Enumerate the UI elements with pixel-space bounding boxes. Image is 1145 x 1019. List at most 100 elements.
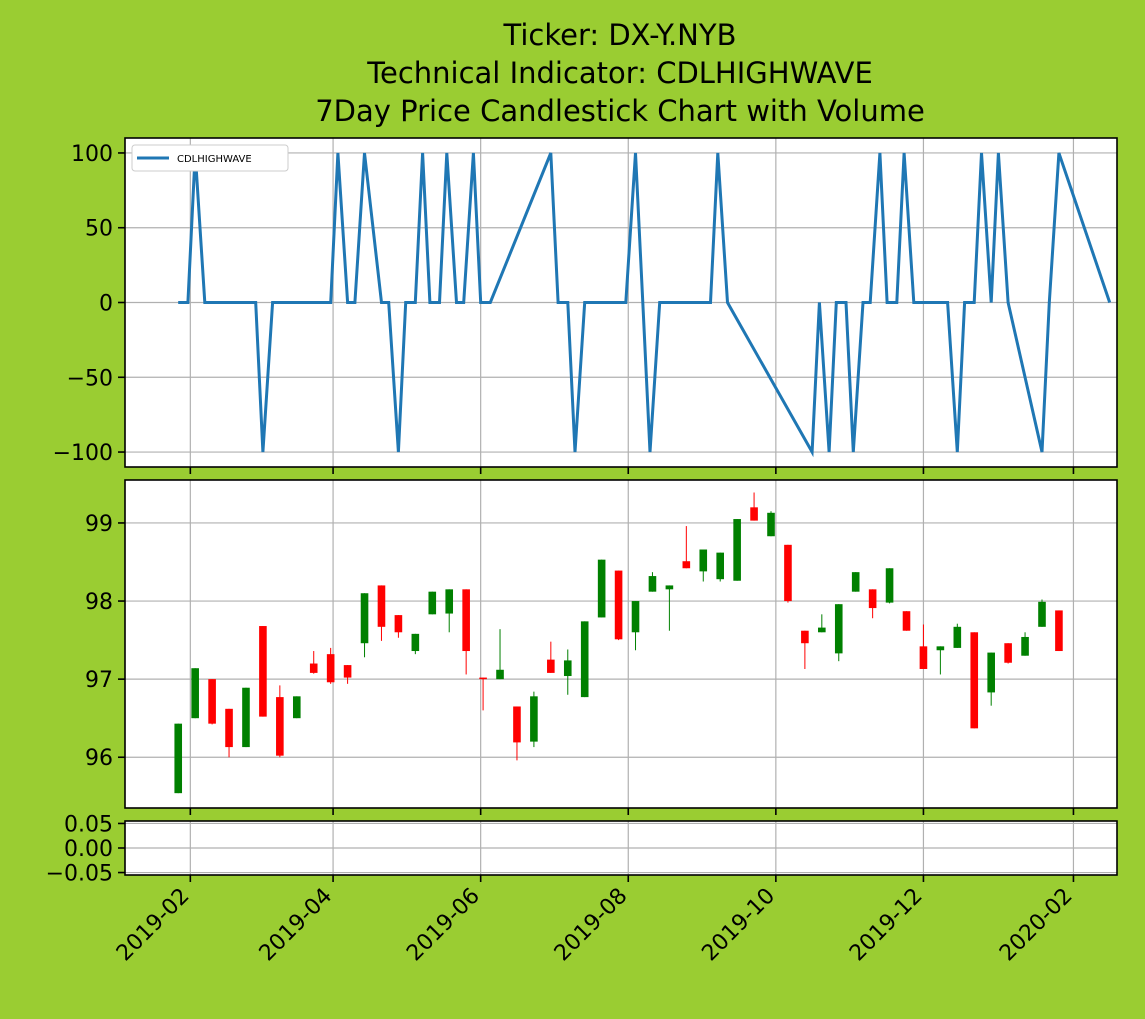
candle-body <box>614 570 623 640</box>
price-candles <box>174 492 1063 794</box>
candle-body <box>343 665 352 678</box>
candle-body <box>784 544 792 602</box>
volume-y-tick-label: 0.05 <box>64 812 113 837</box>
title-line-2: Technical Indicator: CDLHIGHWAVE <box>366 56 873 90</box>
title-line-3: 7Day Price Candlestick Chart with Volume <box>315 94 925 128</box>
candle-2019-07-28 <box>614 570 623 641</box>
candle-body <box>530 696 538 742</box>
price-gridlines <box>125 480 1117 808</box>
candle-2019-05-26 <box>462 589 470 675</box>
price-plot-area <box>125 480 1117 808</box>
candle-2020-01-05 <box>1004 643 1012 664</box>
candle-2019-05-19 <box>445 589 454 633</box>
candle-2019-10-06 <box>784 544 792 603</box>
candle-2019-04-28 <box>394 615 403 638</box>
indicator-legend: CDLHIGHWAVE <box>131 144 289 172</box>
candle-2019-08-04 <box>631 601 640 651</box>
candle-body <box>1038 601 1046 627</box>
candle-2019-05-12 <box>428 591 437 615</box>
indicator-y-axis: 100 50 0 −50 −100 <box>53 142 125 466</box>
candle-body <box>987 652 995 693</box>
candle-body <box>665 585 674 590</box>
candle-body <box>462 589 470 652</box>
candle-2019-07-07 <box>563 649 572 695</box>
candle-body <box>242 687 250 748</box>
candle-2019-09-08 <box>716 552 724 582</box>
candle-body <box>445 589 454 614</box>
candle-body <box>834 604 843 654</box>
candle-2019-12-15 <box>953 623 962 648</box>
candle-2019-12-08 <box>936 646 945 675</box>
cdlhighwave-line <box>178 152 1112 458</box>
indicator-panel: 100 50 0 −50 −100 CDLHIGHWAVE <box>53 137 1118 474</box>
candle-body <box>733 519 741 581</box>
candle-2019-02-24 <box>242 687 250 748</box>
volume-gridlines <box>125 821 1117 875</box>
candle-2019-11-10 <box>868 589 877 619</box>
price-panel: 96 97 98 99 <box>85 479 1118 815</box>
candle-2019-01-27 <box>174 723 183 794</box>
price-y-tick-label: 99 <box>85 512 113 537</box>
candle-2019-06-09 <box>496 629 504 680</box>
title-line-1: Ticker: DX-Y.NYB <box>503 18 737 52</box>
candle-body <box>225 708 233 748</box>
candle-2019-06-02 <box>479 677 487 711</box>
volume-y-tick-label: −0.05 <box>46 862 113 887</box>
candle-body <box>885 568 894 603</box>
candle-body <box>1021 636 1029 656</box>
candle-2019-12-01 <box>919 624 928 669</box>
candle-body <box>326 654 335 683</box>
candle-2019-07-21 <box>597 559 606 618</box>
candle-body <box>513 706 521 743</box>
candle-body <box>276 697 284 756</box>
candle-2019-03-31 <box>326 647 335 684</box>
candle-body <box>563 660 572 677</box>
candle-2019-12-22 <box>970 632 979 729</box>
indicator-y-tick-label: −100 <box>53 441 113 466</box>
candle-body <box>1004 643 1012 663</box>
indicator-y-tick-label: 100 <box>71 142 113 167</box>
candle-2019-04-21 <box>377 585 386 641</box>
candle-body <box>682 561 691 569</box>
volume-y-axis: 0.050.00−0.05 <box>46 812 125 887</box>
candle-2019-03-24 <box>309 651 318 674</box>
candle-body <box>750 507 758 521</box>
candle-body <box>360 593 369 644</box>
price-y-tick-label: 97 <box>85 668 113 693</box>
candle-body <box>597 559 606 618</box>
candle-2019-06-16 <box>513 706 521 761</box>
candle-2019-11-24 <box>902 611 911 631</box>
candle-body <box>936 646 945 651</box>
candle-2019-08-18 <box>665 585 674 631</box>
candle-2019-11-03 <box>851 572 860 592</box>
candle-body <box>479 677 487 680</box>
indicator-series <box>178 152 1112 458</box>
candle-2019-05-05 <box>411 633 420 655</box>
candle-2019-08-25 <box>682 526 691 569</box>
candle-2020-01-26 <box>1055 610 1063 652</box>
candle-2020-01-12 <box>1021 632 1029 656</box>
candle-body <box>919 646 928 669</box>
legend-entry-label: CDLHIGHWAVE <box>177 154 252 165</box>
candle-body <box>868 589 877 609</box>
candle-2019-11-17 <box>885 568 894 604</box>
candle-2019-04-07 <box>343 665 352 684</box>
candle-body <box>1055 610 1063 652</box>
candle-2019-08-11 <box>648 572 657 592</box>
indicator-y-tick-label: 0 <box>99 292 113 317</box>
candle-body <box>970 632 979 729</box>
candle-2019-09-29 <box>767 511 775 537</box>
candle-2019-02-10 <box>208 679 216 725</box>
candle-body <box>191 668 199 719</box>
candle-body <box>716 552 724 580</box>
candle-2019-09-22 <box>750 492 758 521</box>
candle-body <box>547 659 555 673</box>
candle-body <box>699 549 708 572</box>
candle-body <box>411 633 420 652</box>
candle-body <box>767 512 775 537</box>
candle-2019-06-30 <box>547 641 555 673</box>
candle-2019-02-03 <box>191 668 199 719</box>
candle-body <box>377 585 386 627</box>
candle-body <box>208 679 216 724</box>
